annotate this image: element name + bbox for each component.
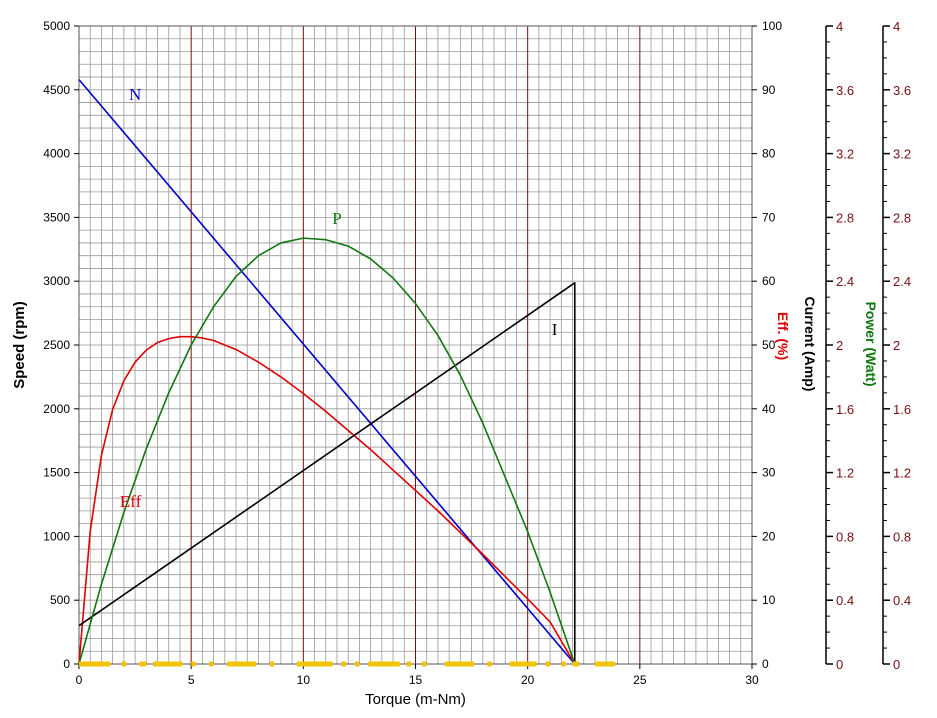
x-axis-title: Torque (m-Nm) [365, 691, 466, 708]
speed-tick-label: 2500 [43, 338, 70, 352]
curve-label-eff: Eff [120, 492, 142, 511]
power-axis-title: Power (Watt) [863, 301, 879, 386]
curve-labels: N P I Eff [120, 85, 558, 511]
speed-tick-label: 1000 [43, 529, 70, 543]
efficiency-tick-label: 100 [762, 19, 782, 33]
curve-label-p: P [332, 209, 341, 228]
power-axis-tick-label: 1.6 [893, 402, 911, 417]
speed-tick-label: 5000 [43, 19, 70, 33]
current-axis-tick-label: 3.6 [836, 83, 854, 98]
current-axis-title: Current (Amp) [802, 297, 818, 392]
speed-tick-label: 2000 [43, 402, 70, 416]
efficiency-axis-title: Eff. (%) [775, 312, 791, 360]
x-tick-label: 10 [297, 673, 311, 687]
speed-tick-label: 500 [50, 593, 70, 607]
current-axis-tick-label: 2 [836, 338, 843, 353]
power-axis-tick-label: 0.8 [893, 529, 911, 544]
power-axis-tick-label: 2.8 [893, 210, 911, 225]
current-axis-tick-label: 1.6 [836, 402, 854, 417]
efficiency-tick-label: 70 [762, 210, 776, 224]
curve-label-i: I [552, 320, 558, 339]
x-tick-label: 30 [745, 673, 759, 687]
efficiency-tick-label: 60 [762, 274, 776, 288]
power-axis-tick-label: 3.2 [893, 147, 911, 162]
current-axis-tick-label: 2.8 [836, 210, 854, 225]
efficiency-tick-label: 30 [762, 466, 776, 480]
current-axis-tick-label: 0 [836, 657, 843, 672]
efficiency-tick-label: 0 [762, 657, 769, 671]
x-tick-label: 0 [76, 673, 83, 687]
x-axis: 0 5 10 15 20 25 30 Torque (m-Nm) [76, 664, 759, 708]
speed-axis-title: Speed (rpm) [11, 301, 28, 389]
series-eff-line [78, 335, 576, 665]
efficiency-tick-label: 20 [762, 529, 776, 543]
series [78, 79, 576, 665]
current-axis-tick-label: 1.2 [836, 466, 854, 481]
x-tick-label: 5 [188, 673, 195, 687]
power-axis-tick-label: 4 [893, 19, 900, 34]
efficiency-tick-label: 10 [762, 593, 776, 607]
power-axis-tick-label: 0.4 [893, 593, 911, 608]
current-axis-tick-label: 0.8 [836, 529, 854, 544]
power-axis-tick-label: 2.4 [893, 274, 911, 289]
speed-tick-label: 4500 [43, 83, 70, 97]
current-axis-tick-label: 0.4 [836, 593, 854, 608]
efficiency-tick-label: 80 [762, 147, 776, 161]
current-axis-tick-label: 2.4 [836, 274, 854, 289]
curve-label-n: N [129, 85, 141, 104]
power-axis-tick-label: 2 [893, 338, 900, 353]
series-n-line [78, 79, 576, 665]
efficiency-tick-label: 90 [762, 83, 776, 97]
series-p-line [78, 237, 576, 665]
speed-tick-label: 1500 [43, 466, 70, 480]
efficiency-axis: 0 10 20 30 40 50 60 70 80 90 100 Eff. (%) [752, 19, 791, 671]
efficiency-tick-label: 40 [762, 402, 776, 416]
series-i-line [78, 281, 576, 664]
power-axis-tick-label: 0 [893, 657, 900, 672]
speed-tick-label: 3500 [43, 210, 70, 224]
speed-tick-label: 4000 [43, 147, 70, 161]
current-axis-tick-label: 3.2 [836, 147, 854, 162]
power-axis: 0 0.4 0.8 1.2 1.6 2 2.4 2.8 3.2 3.6 4 Power (Watt) [863, 19, 911, 672]
current-axis: 0 0.4 0.8 1.2 1.6 2 2.4 2.8 3.2 3.6 4 Current (Amp) [802, 19, 854, 672]
current-axis-tick-label: 4 [836, 19, 843, 34]
x-tick-label: 25 [633, 673, 647, 687]
power-axis-tick-label: 3.6 [893, 83, 911, 98]
efficiency-tick-label: 50 [762, 338, 776, 352]
speed-axis: 0 500 1000 1500 2000 2500 3000 3500 4000 4500 5000… [11, 19, 79, 671]
speed-tick-label: 3000 [43, 274, 70, 288]
grid [79, 26, 752, 664]
speed-tick-label: 0 [63, 657, 70, 671]
x-tick-label: 20 [521, 673, 535, 687]
x-tick-label: 15 [409, 673, 423, 687]
power-axis-tick-label: 1.2 [893, 466, 911, 481]
